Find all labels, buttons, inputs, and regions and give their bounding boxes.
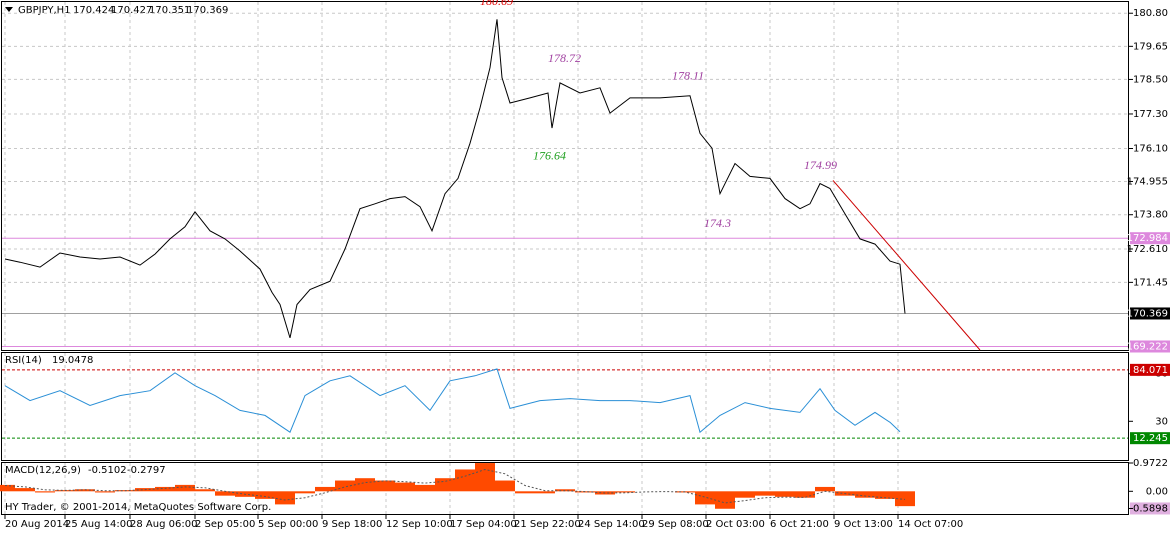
histogram-bar [875, 491, 895, 499]
histogram-bar [155, 486, 175, 492]
y-tick-label: 173.80 [1133, 210, 1168, 221]
histogram-bar [95, 491, 115, 493]
histogram-bar [695, 491, 715, 505]
value-box [1130, 502, 1170, 515]
annotation: 178.11 [672, 68, 704, 82]
level-label: 12.245 [1133, 433, 1168, 444]
footer: HY Trader, © 2001-2014, MetaQuotes Softw… [5, 502, 271, 513]
histogram-bar [475, 463, 495, 492]
rsi-title: RSI(14) [5, 355, 42, 366]
y-tick-label: 176.10 [1133, 144, 1168, 155]
x-tick-label: 24 Sep 14:00 [578, 519, 645, 530]
histogram-bar [775, 491, 795, 497]
y-tick-label: 0.00 [1146, 486, 1168, 497]
x-tick-label: 12 Sep 10:00 [386, 519, 453, 530]
y-tick-label: 171.45 [1133, 277, 1168, 288]
series-line [4, 468, 906, 504]
y-tick-label: 178.50 [1133, 74, 1168, 85]
ohlc-close: 170.369 [187, 5, 228, 16]
series-line [4, 368, 901, 434]
price-box-label: 169.222 [1127, 341, 1168, 352]
histogram-bar [515, 491, 535, 494]
histogram-bar [455, 469, 475, 492]
y-tick-label: 177.30 [1133, 109, 1168, 120]
series-line [4, 19, 906, 339]
histogram-bar [495, 480, 515, 492]
trendline [832, 180, 981, 351]
y-tick-label: 30 [1155, 416, 1168, 427]
x-tick-label: 9 Oct 13:00 [834, 519, 893, 530]
histogram-bar [615, 491, 635, 493]
annotation: 176.64 [533, 149, 566, 163]
rsi-current: 19.0478 [52, 355, 93, 366]
x-tick-label: 29 Sep 08:00 [642, 519, 709, 530]
histogram-bar [435, 478, 455, 492]
histogram-bar [715, 491, 735, 509]
level-box [1130, 363, 1170, 376]
histogram-bar [395, 482, 415, 492]
price-box [1130, 307, 1170, 320]
x-tick-label: 2 Sep 05:00 [195, 519, 255, 530]
y-tick-label: 174.955 [1127, 176, 1168, 187]
x-tick-label: 6 Oct 21:00 [770, 519, 829, 530]
level-box [1130, 432, 1170, 445]
rsi-panel [1, 352, 1129, 461]
price-box [1130, 340, 1170, 353]
histogram-bar [335, 480, 355, 492]
histogram-bar [295, 491, 315, 494]
histogram-bar [795, 491, 815, 498]
histogram-bar [535, 491, 555, 494]
histogram-bar [355, 478, 375, 492]
ohlc-low: 170.351 [149, 5, 190, 16]
symbol-title: GBPJPY,H1 [18, 5, 71, 16]
histogram-bar [375, 480, 395, 492]
y-tick-label: -0.5898 [1129, 503, 1168, 514]
ohlc-open: 170.424 [73, 5, 114, 16]
price-box-label: 170.369 [1127, 308, 1168, 319]
histogram-bar [855, 491, 875, 498]
histogram-bar [815, 486, 835, 492]
x-tick-label: 5 Sep 00:00 [258, 519, 318, 530]
macd-current: -0.5102 [88, 465, 127, 476]
ohlc-high: 170.427 [111, 5, 152, 16]
x-tick-label: 20 Aug 2014 [5, 519, 69, 530]
level-label: 84.071 [1133, 365, 1168, 376]
main-panel [1, 1, 1129, 351]
x-tick-label: 25 Aug 14:00 [65, 519, 132, 530]
y-tick-label: 179.65 [1133, 41, 1168, 52]
price-box [1130, 232, 1170, 245]
y-tick-label: 172.610 [1127, 244, 1168, 255]
histogram-bar [35, 491, 55, 493]
x-tick-label: 28 Aug 06:00 [130, 519, 197, 530]
annotation: 174.99 [804, 158, 837, 172]
price-box-label: 172.984 [1127, 233, 1168, 244]
x-tick-label: 17 Sep 04:00 [450, 519, 517, 530]
annotation: 180.69 [480, 0, 513, 8]
x-tick-label: 2 Oct 03:00 [706, 519, 765, 530]
x-tick-label: 21 Sep 22:00 [514, 519, 581, 530]
y-tick-label: 0.9722 [1133, 458, 1168, 469]
annotation: 178.72 [548, 51, 581, 65]
histogram-bar [195, 489, 215, 492]
x-tick-label: 9 Sep 18:00 [322, 519, 382, 530]
histogram-bar [15, 488, 35, 492]
histogram-bar [735, 491, 755, 498]
histogram-bar [895, 491, 915, 507]
y-tick-label: 180.80 [1133, 8, 1168, 19]
histogram-bar [175, 484, 195, 492]
histogram-bar [275, 491, 295, 505]
histogram-bar [255, 491, 275, 499]
macd-title: MACD(12,26,9) [5, 465, 81, 476]
annotation: 174.3 [704, 216, 731, 230]
histogram-bar [415, 484, 435, 492]
histogram-bar [0, 484, 15, 492]
menu-icon[interactable] [5, 7, 13, 12]
macd-signal-current: -0.2797 [127, 465, 166, 476]
histogram-bar [215, 491, 235, 496]
histogram-bar [315, 486, 335, 492]
x-tick-label: 14 Oct 07:00 [898, 519, 963, 530]
histogram-bar [755, 491, 775, 496]
